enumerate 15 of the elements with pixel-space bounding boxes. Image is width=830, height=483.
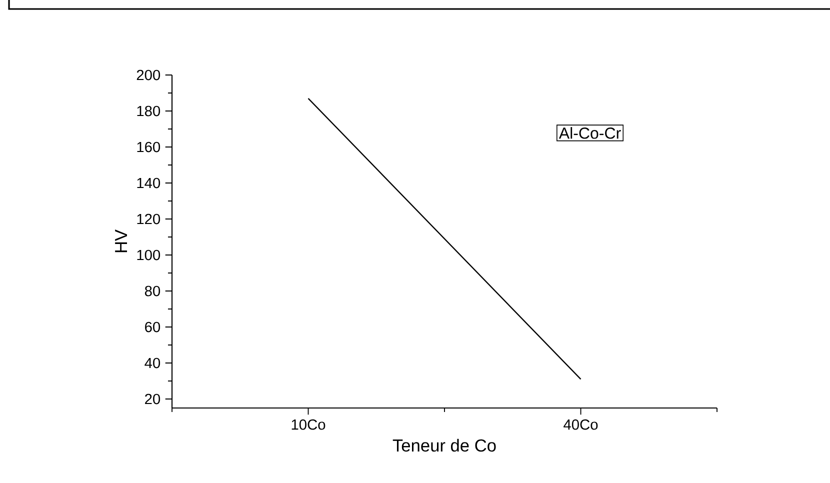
y-tick-label: 200 xyxy=(136,70,160,80)
y-tick-label: 20 xyxy=(145,394,160,404)
y-tick-label: 140 xyxy=(137,178,160,188)
y-tick-label: 80 xyxy=(144,286,160,296)
annotation: Al-Co-Cr xyxy=(558,127,621,139)
x-tick-label: 10Co xyxy=(292,419,326,430)
y-tick-label: 120 xyxy=(137,214,160,224)
y-tick-label: 160 xyxy=(137,142,160,152)
y-tick-label: 40 xyxy=(144,358,160,368)
y-tick-label: 60 xyxy=(145,322,160,332)
y-tick-label: 100 xyxy=(137,250,160,260)
y-tick-label: 180 xyxy=(137,106,160,116)
x-tick-label: 40Co xyxy=(564,419,598,430)
x-axis-title: Teneur de Co xyxy=(392,438,496,452)
y-axis-title: HV xyxy=(115,230,128,252)
